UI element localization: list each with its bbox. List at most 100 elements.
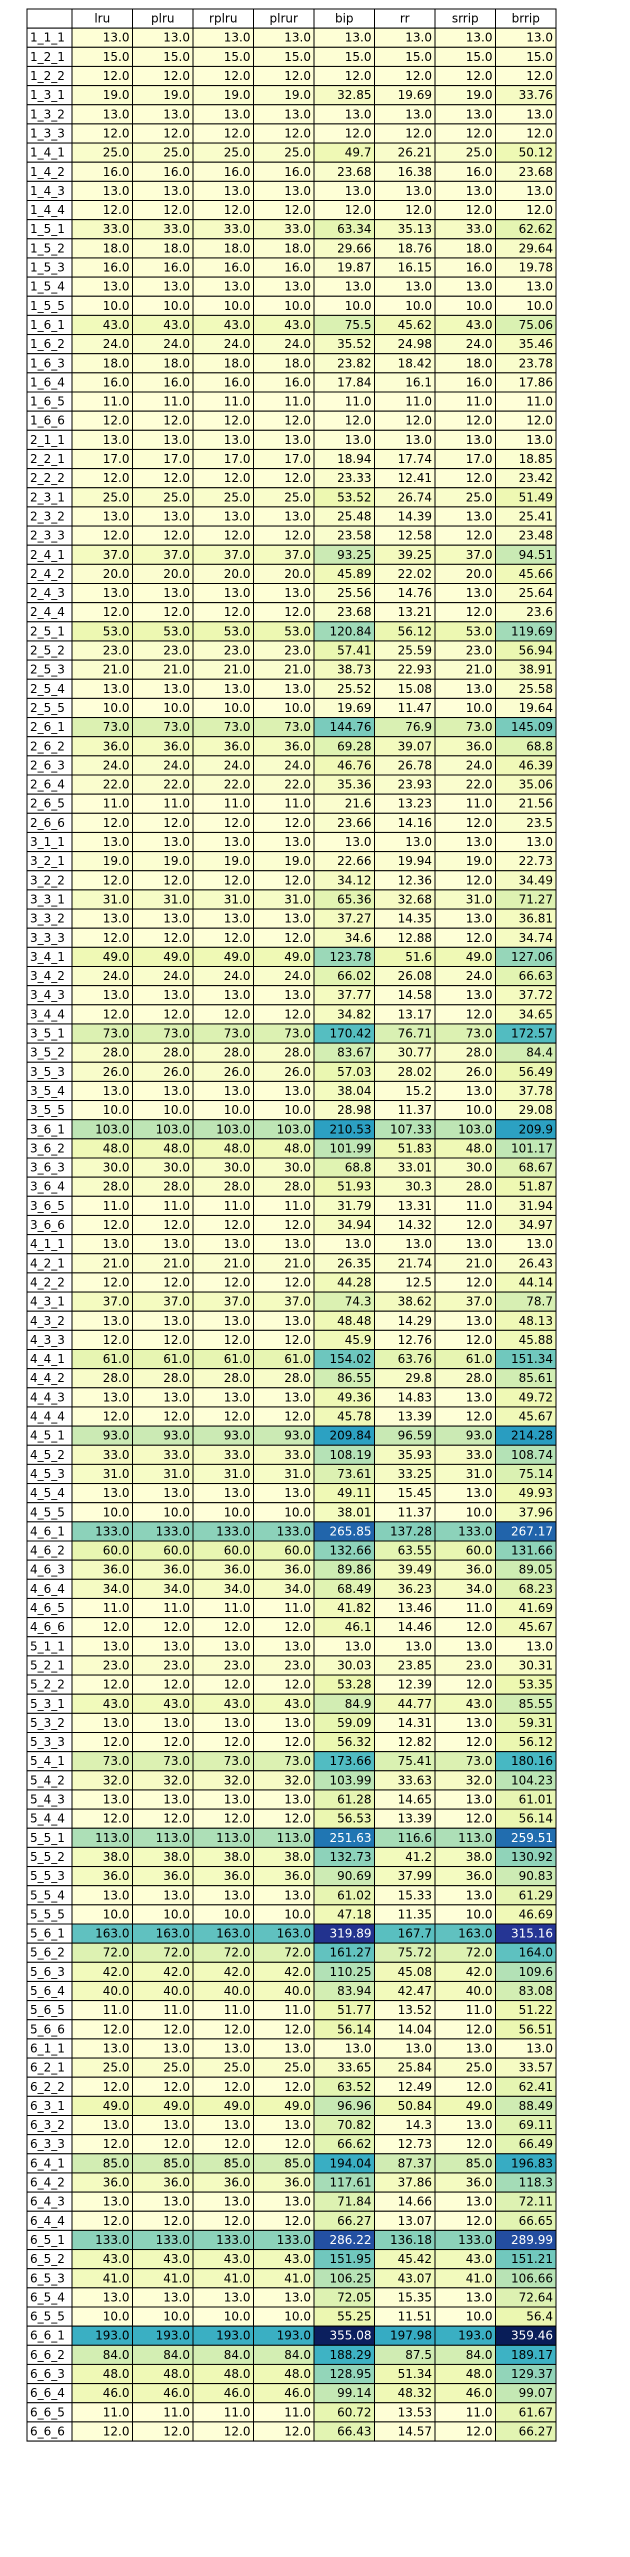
cell-value: 53.0 — [103, 624, 130, 638]
cell-value: 15.0 — [405, 50, 432, 64]
cell-value: 18.0 — [224, 241, 251, 255]
cell-value: 12.0 — [284, 931, 311, 945]
cell-value: 36.0 — [103, 1869, 130, 1883]
row-label: 1_6_1 — [30, 318, 65, 332]
row-label: 1_5_1 — [30, 222, 65, 236]
cell-value: 31.0 — [163, 892, 190, 906]
cell-value: 75.06 — [519, 318, 553, 332]
row-label: 4_6_3 — [30, 1563, 65, 1577]
cell-value: 39.25 — [398, 548, 432, 562]
cell-value: 31.0 — [224, 1467, 251, 1481]
cell-value: 163.0 — [277, 1927, 311, 1941]
cell-value: 13.0 — [466, 1639, 493, 1653]
cell-value: 85.0 — [103, 2156, 130, 2170]
cell-value: 26.0 — [103, 1065, 130, 1079]
cell-value: 76.71 — [398, 1027, 432, 1041]
cell-value: 30.0 — [224, 1161, 251, 1175]
cell-value: 161.27 — [330, 1946, 372, 1960]
header-corner-cell — [26, 8, 73, 29]
row-label: 4_6_1 — [30, 1524, 65, 1538]
cell-value: 13.0 — [284, 1716, 311, 1730]
cell-value: 10.0 — [466, 2310, 493, 2324]
cell-value: 173.66 — [330, 1754, 372, 1768]
cell-value: 12.0 — [103, 816, 130, 830]
cell-value: 116.6 — [398, 1831, 432, 1845]
cell-value: 16.0 — [224, 375, 251, 389]
row-label: 5_3_3 — [30, 1735, 65, 1749]
cell-value: 28.0 — [224, 1046, 251, 1060]
cell-value: 48.32 — [398, 2386, 432, 2400]
cell-value: 12.0 — [284, 1410, 311, 1424]
cell-value: 83.67 — [337, 1046, 371, 1060]
cell-value: 133.0 — [277, 2233, 311, 2247]
row-label: 1_5_5 — [30, 299, 65, 313]
cell-value: 23.78 — [519, 356, 553, 370]
cell-value: 28.0 — [224, 1180, 251, 1194]
cell-value: 13.0 — [526, 31, 553, 45]
cell-value: 108.19 — [330, 1448, 372, 1462]
cell-value: 28.0 — [103, 1180, 130, 1194]
cell-value: 43.0 — [284, 2252, 311, 2266]
cell-value: 68.67 — [519, 1161, 553, 1175]
cell-value: 49.0 — [466, 950, 493, 964]
cell-value: 10.0 — [103, 701, 130, 715]
cell-value: 73.0 — [163, 720, 190, 734]
cell-value: 12.0 — [103, 69, 130, 83]
cell-value: 89.05 — [519, 1563, 553, 1577]
cell-value: 11.0 — [103, 1199, 130, 1213]
cell-value: 196.83 — [511, 2156, 553, 2170]
row-label: 2_6_5 — [30, 797, 65, 811]
cell-value: 93.0 — [163, 1429, 190, 1443]
cell-value: 10.0 — [163, 299, 190, 313]
cell-value: 12.0 — [163, 873, 190, 887]
cell-value: 42.47 — [398, 1984, 432, 1998]
cell-value: 56.53 — [337, 1812, 371, 1826]
cell-value: 12.0 — [284, 1678, 311, 1692]
cell-value: 84.0 — [224, 2348, 251, 2362]
cell-value: 13.0 — [103, 184, 130, 198]
cell-value: 48.0 — [224, 2367, 251, 2381]
cell-value: 107.33 — [390, 1122, 432, 1136]
cell-value: 13.0 — [163, 280, 190, 294]
cell-value: 45.66 — [519, 567, 553, 581]
cell-value: 72.0 — [103, 1946, 130, 1960]
cell-value: 10.0 — [103, 1103, 130, 1117]
cell-value: 13.0 — [284, 1639, 311, 1653]
cell-value: 13.0 — [224, 1237, 251, 1251]
cell-value: 13.0 — [466, 1084, 493, 1098]
cell-value: 43.0 — [163, 318, 190, 332]
cell-value: 25.0 — [284, 146, 311, 160]
cell-value: 13.0 — [345, 280, 372, 294]
cell-value: 61.0 — [103, 1352, 130, 1366]
cell-value: 71.84 — [337, 2195, 371, 2209]
cell-value: 56.51 — [519, 2022, 553, 2036]
cell-value: 12.0 — [284, 1007, 311, 1021]
cell-value: 28.98 — [337, 1103, 371, 1117]
cell-value: 32.0 — [224, 1773, 251, 1787]
cell-value: 12.0 — [466, 529, 493, 543]
cell-value: 12.0 — [526, 126, 553, 140]
cell-value: 31.0 — [163, 1467, 190, 1481]
row-label: 6_4_1 — [30, 2156, 65, 2170]
cell-value: 108.74 — [511, 1448, 553, 1462]
cell-value: 133.0 — [95, 2233, 129, 2247]
row-label: 4_2_2 — [30, 1275, 65, 1289]
cell-value: 45.67 — [519, 1410, 553, 1424]
cell-value: 43.0 — [466, 2252, 493, 2266]
cell-value: 13.0 — [405, 1639, 432, 1653]
cell-value: 23.68 — [337, 165, 371, 179]
cell-value: 34.49 — [519, 873, 553, 887]
cell-value: 13.0 — [284, 1390, 311, 1404]
row-label: 4_4_3 — [30, 1390, 65, 1404]
cell-value: 13.0 — [284, 107, 311, 121]
cell-value: 12.0 — [224, 69, 251, 83]
row-label: 5_4_1 — [30, 1754, 65, 1768]
cell-value: 20.0 — [103, 567, 130, 581]
cell-value: 13.0 — [224, 2118, 251, 2132]
cell-value: 21.6 — [345, 797, 372, 811]
row-label: 5_6_1 — [30, 1927, 65, 1941]
cell-value: 21.0 — [466, 1256, 493, 1270]
row-label: 2_4_3 — [30, 586, 65, 600]
cell-value: 22.0 — [163, 778, 190, 792]
row-label: 1_6_2 — [30, 337, 65, 351]
